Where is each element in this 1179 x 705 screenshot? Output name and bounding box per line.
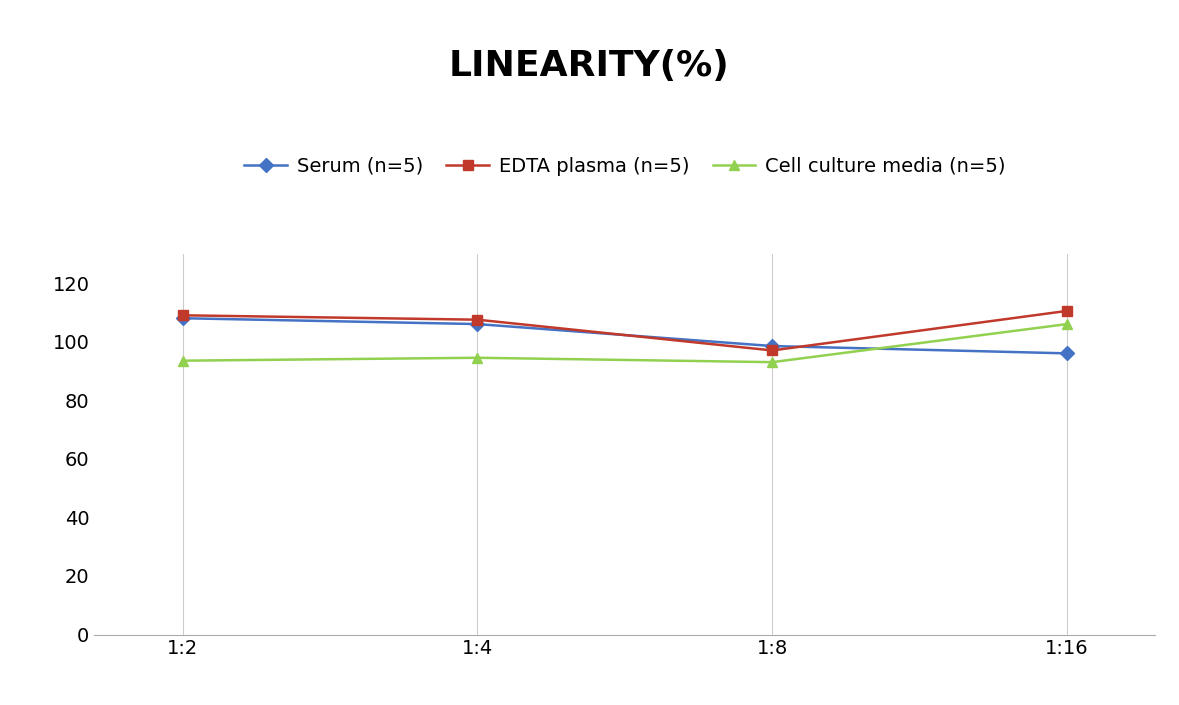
- Cell culture media (n=5): [470, 353, 485, 362]
- Serum (n=5): [176, 314, 190, 322]
- Line: Serum (n=5): Serum (n=5): [178, 313, 1072, 358]
- Legend: Serum (n=5), EDTA plasma (n=5), Cell culture media (n=5): Serum (n=5), EDTA plasma (n=5), Cell cul…: [244, 157, 1006, 176]
- Serum (n=5): [470, 320, 485, 329]
- EDTA plasma (n=5): [470, 315, 485, 324]
- Text: LINEARITY(%): LINEARITY(%): [449, 49, 730, 83]
- Cell culture media (n=5): [176, 357, 190, 365]
- Cell culture media (n=5): [765, 358, 779, 367]
- EDTA plasma (n=5): [765, 346, 779, 355]
- EDTA plasma (n=5): [1060, 307, 1074, 315]
- Serum (n=5): [1060, 349, 1074, 357]
- Line: Cell culture media (n=5): Cell culture media (n=5): [178, 319, 1072, 367]
- Cell culture media (n=5): [1060, 320, 1074, 329]
- Serum (n=5): [765, 342, 779, 350]
- EDTA plasma (n=5): [176, 311, 190, 319]
- Line: EDTA plasma (n=5): EDTA plasma (n=5): [178, 306, 1072, 355]
